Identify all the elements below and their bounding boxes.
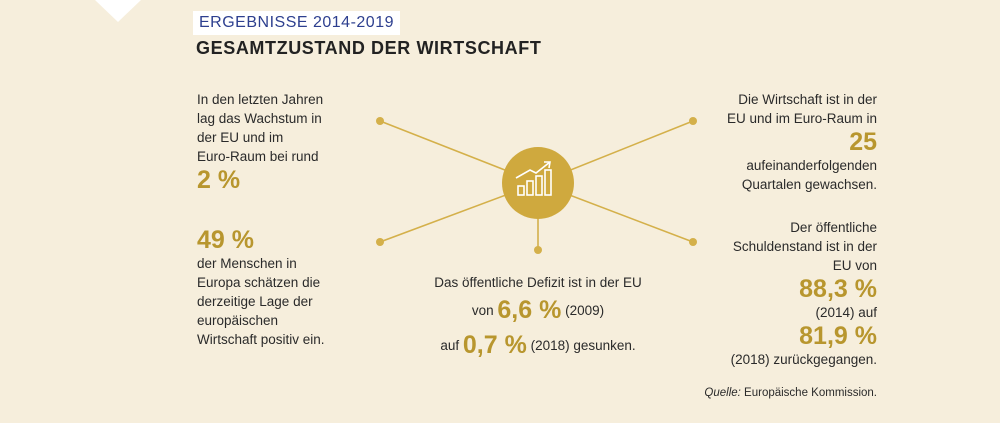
text-line: auf 0,7 % (2018) gesunken.	[388, 331, 688, 359]
quarters-block: Die Wirtschaft ist in der EU und im Euro…	[727, 90, 877, 194]
text-line: derzeitige Lage der	[197, 294, 313, 309]
opinion-block: 49 % der Menschen in Europa schätzen die…	[197, 226, 325, 349]
header-tag: ERGEBNISSE 2014-2019	[193, 11, 400, 35]
source: Quelle: Europäische Kommission.	[704, 387, 877, 399]
text-line: Schuldenstand ist in der	[732, 239, 877, 254]
text-line: EU und im Euro-Raum in	[726, 111, 877, 126]
text-line: der EU und im	[197, 130, 284, 145]
text: von	[471, 303, 494, 318]
text-line: In den letzten Jahren	[197, 92, 324, 107]
text-line: (2014) auf	[815, 305, 877, 320]
text: (2009)	[565, 303, 605, 318]
connector-dots	[376, 117, 697, 254]
text-line: EU von	[832, 258, 877, 273]
text-line: Das öffentliche Defizit ist in der EU	[434, 275, 642, 290]
debt-block: Der öffentliche Schuldenstand ist in der…	[731, 218, 877, 369]
text: auf	[440, 338, 460, 353]
text: (2018) gesunken.	[530, 338, 636, 353]
figure: 49 %	[197, 226, 254, 254]
text-line: aufeinanderfolgenden	[746, 158, 877, 173]
text-line: Die Wirtschaft ist in der	[738, 92, 877, 107]
figure: 0,7 %	[462, 331, 527, 359]
figure: 2 %	[197, 166, 241, 194]
text-line: der Menschen in	[197, 256, 297, 271]
source-label: Quelle:	[704, 387, 741, 399]
text-line: (2018) zurückgegangen.	[730, 352, 877, 367]
figure: 88,3 %	[799, 275, 877, 303]
growth-block: In den letzten Jahren lag das Wachstum i…	[197, 90, 323, 194]
text-line: von 6,6 % (2009)	[388, 296, 688, 324]
chart-icon	[515, 161, 552, 196]
source-text: Europäische Kommission.	[744, 387, 877, 399]
deficit-block: Das öffentliche Defizit ist in der EU vo…	[388, 273, 688, 359]
text-line: Euro-Raum bei rund	[197, 149, 319, 164]
text-line: Quartalen gewachsen.	[741, 177, 877, 192]
header-title: GESAMTZUSTAND DER WIRTSCHAFT	[196, 38, 542, 58]
figure: 6,6 %	[497, 296, 562, 324]
text-line: lag das Wachstum in	[197, 111, 322, 126]
text-line: Der öffentliche	[790, 220, 877, 235]
figure: 81,9 %	[799, 322, 877, 350]
corner-triangle	[95, 0, 141, 22]
text-line: Europa schätzen die	[197, 275, 321, 290]
center-icon-circle	[502, 147, 574, 219]
figure: 25	[849, 128, 877, 156]
text-line: Wirtschaft positiv ein.	[197, 332, 325, 347]
text-line: europäischen	[197, 313, 279, 328]
